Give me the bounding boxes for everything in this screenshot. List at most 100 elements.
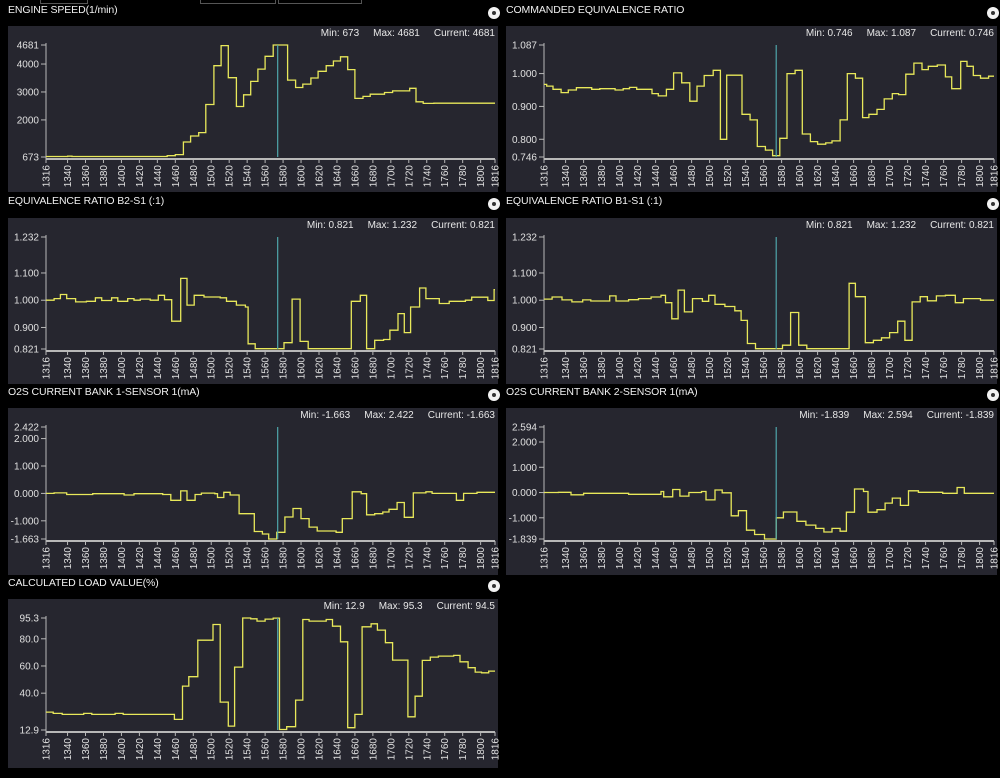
x-tick-label: 1780 <box>458 547 469 570</box>
x-tick-label: 1540 <box>243 738 254 761</box>
current-value: Current: 4681 <box>433 28 495 39</box>
x-tick-label: 1380 <box>597 547 608 570</box>
x-tick-label: 1460 <box>669 165 680 188</box>
x-tick-label: 1620 <box>813 165 824 188</box>
x-tick-label: 1540 <box>243 547 254 570</box>
x-tick-label: 1540 <box>243 165 254 188</box>
x-tick-label: 1316 <box>540 165 551 188</box>
x-tick-label: 1400 <box>117 357 128 380</box>
x-tick-label: 1520 <box>225 357 236 380</box>
x-tick-label: 1480 <box>189 547 200 570</box>
x-tick-label: 1440 <box>651 547 662 570</box>
x-tick-label: 1560 <box>261 165 272 188</box>
toolbar-button[interactable] <box>40 0 88 4</box>
x-tick-label: 1580 <box>279 165 290 188</box>
x-tick-label: 1400 <box>615 547 626 570</box>
y-tick-label: 0.800 <box>512 135 537 146</box>
data-series-line <box>46 617 495 731</box>
x-tick-label: 1440 <box>153 738 164 761</box>
equivalence-ratio-b1s1-panel: EQUIVALENCE RATIO B1-S1 (:1) Min: 0.821 M… <box>506 195 1000 384</box>
x-tick-label: 1380 <box>597 165 608 188</box>
radio-button-icon[interactable] <box>987 389 999 401</box>
equivalence-ratio-b2s1-panel: EQUIVALENCE RATIO B2-S1 (:1) Min: 0.821 M… <box>8 195 502 384</box>
toolbar-button[interactable] <box>278 0 362 4</box>
x-tick-label: 1520 <box>225 165 236 188</box>
x-tick-label: 1460 <box>669 547 680 570</box>
x-tick-label: 1780 <box>458 357 469 380</box>
x-tick-label: 1420 <box>135 547 146 570</box>
x-tick-label: 1680 <box>368 547 379 570</box>
y-tick-label: 3000 <box>17 87 40 98</box>
panel-title: O2S CURRENT BANK 2-SENSOR 1(mA) <box>506 386 698 398</box>
x-tick-label: 1360 <box>81 547 92 570</box>
current-value: Current: 0.746 <box>930 28 994 39</box>
x-tick-label: 1760 <box>440 738 451 761</box>
radio-button-icon[interactable] <box>987 198 999 210</box>
x-tick-label: 1480 <box>189 738 200 761</box>
current-value: Current: -1.663 <box>427 410 495 421</box>
x-tick-label: 1540 <box>741 165 752 188</box>
x-tick-label: 1816 <box>491 547 502 570</box>
radio-button-icon[interactable] <box>488 580 500 592</box>
x-tick-label: 1720 <box>404 547 415 570</box>
y-tick-label: 2.594 <box>512 423 537 434</box>
x-tick-label: 1360 <box>579 165 590 188</box>
x-tick-label: 1360 <box>579 357 590 380</box>
radio-button-icon[interactable] <box>987 7 999 19</box>
x-tick-label: 1740 <box>422 738 433 761</box>
chart-area: Min: 12.9 Max: 95.3 Current: 94.5 12.9 40.0… <box>8 599 502 768</box>
x-tick-label: 1520 <box>723 357 734 380</box>
radio-button-icon[interactable] <box>488 198 500 210</box>
panel-title: CALCULATED LOAD VALUE(%) <box>8 577 159 589</box>
line-chart: 0.746 0.800 0.900 1.000 1.087 1316 1340 1360 138… <box>512 41 1000 188</box>
chart-area: Min: -1.839 Max: 2.594 Current: -1.839 -1.… <box>506 408 1000 575</box>
y-tick-label: 2.000 <box>512 438 537 449</box>
x-tick-label: 1640 <box>332 357 343 380</box>
toolbar-button[interactable] <box>200 0 276 4</box>
x-tick-label: 1700 <box>386 738 397 761</box>
x-tick-label: 1520 <box>225 547 236 570</box>
y-tick-label: 4000 <box>17 60 40 71</box>
radio-button-icon[interactable] <box>488 7 500 19</box>
chart-stats: Min: 673 Max: 4681 Current: 4681 <box>307 28 495 39</box>
x-tick-label: 1460 <box>171 165 182 188</box>
y-tick-label: -1.839 <box>509 535 538 546</box>
y-tick-label: 4681 <box>17 41 40 52</box>
x-tick-label: 1740 <box>422 547 433 570</box>
x-tick-label: 1440 <box>651 357 662 380</box>
x-tick-label: 1340 <box>63 738 74 761</box>
y-tick-label: 2.000 <box>14 434 39 445</box>
x-tick-label: 1316 <box>42 165 53 188</box>
max-value: Max: 4681 <box>373 28 420 39</box>
line-chart: 12.9 40.0 60.0 80.0 95.3 1316 1340 1360 1380 1400… <box>20 614 502 761</box>
x-tick-label: 1816 <box>990 357 1000 380</box>
x-tick-label: 1660 <box>350 738 361 761</box>
x-tick-label: 1700 <box>386 547 397 570</box>
x-tick-label: 1700 <box>386 165 397 188</box>
min-value: Min: 12.9 <box>323 601 365 612</box>
data-series-line <box>46 44 495 158</box>
y-tick-label: 1.000 <box>512 296 537 307</box>
x-tick-label: 1400 <box>615 165 626 188</box>
x-tick-label: 1620 <box>314 547 325 570</box>
y-tick-label: 1.000 <box>512 69 537 80</box>
chart-area: Min: 0.746 Max: 1.087 Current: 0.746 0.746… <box>506 26 1000 192</box>
x-tick-label: 1560 <box>759 357 770 380</box>
x-tick-label: 1680 <box>368 165 379 188</box>
min-value: Min: 0.821 <box>805 220 853 231</box>
y-tick-label: 0.900 <box>512 323 537 334</box>
x-tick-label: 1560 <box>261 357 272 380</box>
y-tick-label: 60.0 <box>20 661 40 672</box>
x-tick-label: 1816 <box>491 165 502 188</box>
x-tick-label: 1640 <box>831 547 842 570</box>
y-tick-label: 0.821 <box>14 345 39 356</box>
x-tick-label: 1600 <box>297 357 308 380</box>
chart-stats: Min: -1.839 Max: 2.594 Current: -1.839 <box>785 410 994 421</box>
x-tick-label: 1800 <box>476 357 487 380</box>
x-tick-label: 1700 <box>386 357 397 380</box>
x-tick-label: 1580 <box>777 165 788 188</box>
x-tick-label: 1640 <box>831 165 842 188</box>
x-tick-label: 1560 <box>759 547 770 570</box>
radio-button-icon[interactable] <box>488 389 500 401</box>
